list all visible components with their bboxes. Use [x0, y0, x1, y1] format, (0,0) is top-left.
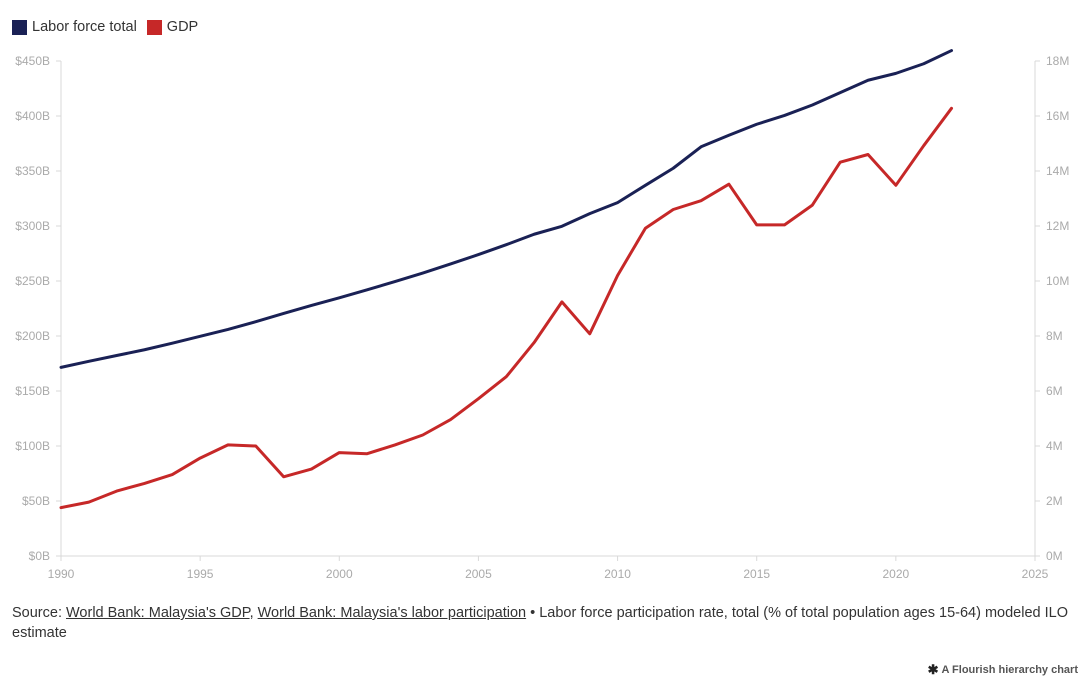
y-left-tick-label: $100B — [15, 439, 50, 453]
x-tick-label: 2020 — [883, 567, 910, 581]
y-right-tick-label: 10M — [1046, 274, 1069, 288]
y-right-tick-label: 2M — [1046, 494, 1063, 508]
y-right-tick-label: 0M — [1046, 549, 1063, 563]
source-link-gdp[interactable]: World Bank: Malaysia's GDP — [66, 605, 250, 621]
legend-swatch-labor-force — [12, 19, 27, 35]
credit-text: A Flourish hierarchy chart — [941, 664, 1078, 676]
y-right-tick-label: 14M — [1046, 164, 1069, 178]
flourish-star-icon: ✱ — [927, 662, 939, 677]
source-link-labor[interactable]: World Bank: Malaysia's labor participati… — [257, 605, 527, 621]
y-right-tick-label: 16M — [1046, 109, 1069, 123]
legend-label-labor-force: Labor force total — [32, 19, 137, 35]
legend-item-labor-force[interactable]: Labor force total — [12, 19, 137, 35]
chart-footer: Source: World Bank: Malaysia's GDP, Worl… — [12, 603, 1078, 643]
y-left-tick-label: $50B — [22, 494, 50, 508]
source-separator: , — [249, 605, 258, 621]
x-tick-label: 2010 — [604, 567, 631, 581]
x-tick-label: 2015 — [743, 567, 770, 581]
legend-item-gdp[interactable]: GDP — [146, 19, 199, 35]
series-line-gdp — [59, 106, 954, 510]
x-tick-label: 2025 — [1022, 567, 1049, 581]
chart-legend: Labor force total GDP — [12, 17, 208, 37]
chart-series — [59, 49, 954, 510]
flourish-credit[interactable]: ✱ A Flourish hierarchy chart — [928, 662, 1078, 678]
y-right-tick-label: 18M — [1046, 54, 1069, 68]
y-left-tick-label: $250B — [15, 274, 50, 288]
y-left-tick-label: $200B — [15, 329, 50, 343]
series-line-labor-force-total — [59, 49, 954, 369]
y-left-tick-label: $150B — [15, 384, 50, 398]
y-left-tick-label: $350B — [15, 164, 50, 178]
source-prefix: Source: — [12, 605, 66, 621]
x-tick-label: 2000 — [326, 567, 353, 581]
y-left-tick-label: $450B — [15, 54, 50, 68]
line-chart: $0B $50B $100B $150B $200B $250B $300B $350B $40… — [15, 49, 1069, 581]
y-right-tick-label: 4M — [1046, 439, 1063, 453]
y-right-tick-label: 8M — [1046, 329, 1063, 343]
y-left-tick-label: $300B — [15, 219, 50, 233]
x-tick-label: 1990 — [48, 567, 75, 581]
x-tick-label: 1995 — [187, 567, 214, 581]
y-left-tick-label: $400B — [15, 109, 50, 123]
y-left-tick-label: $0B — [29, 549, 50, 563]
source-note: • Labor force participation rate, total … — [12, 605, 1068, 641]
legend-label-gdp: GDP — [166, 19, 199, 35]
x-tick-label: 2005 — [465, 567, 492, 581]
y-right-tick-label: 12M — [1046, 219, 1069, 233]
chart-axes: $0B $50B $100B $150B $200B $250B $300B $350B $40… — [15, 54, 1069, 581]
legend-swatch-gdp — [146, 19, 162, 35]
y-right-tick-label: 6M — [1046, 384, 1063, 398]
